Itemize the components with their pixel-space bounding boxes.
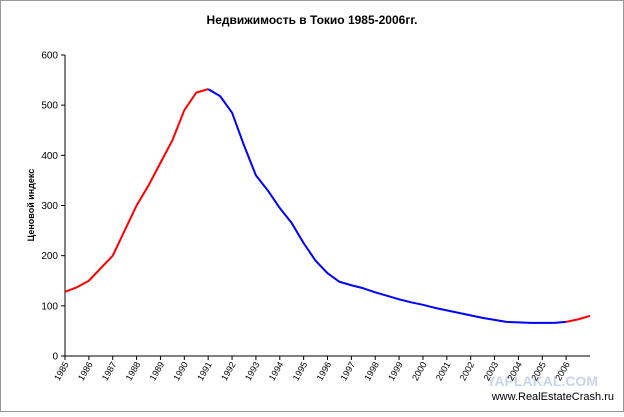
y-tick-label: 500	[41, 101, 58, 112]
y-tick-label: 100	[41, 301, 58, 312]
chart-title: Недвижимость в Токио 1985-2006гг.	[207, 13, 418, 27]
y-tick-label: 600	[41, 51, 58, 62]
watermark: YAPLAKAL.COM	[487, 373, 599, 389]
y-axis-label: Ценовой индекс	[26, 169, 36, 242]
line	[207, 88, 567, 324]
y-tick-label: 0	[52, 352, 58, 363]
y-tick-label: 300	[41, 201, 58, 212]
y-tick-label: 400	[41, 151, 58, 162]
watermark: www.RealEstateCrash.ru	[491, 391, 614, 403]
y-tick-label: 200	[41, 251, 58, 262]
line	[64, 88, 591, 323]
